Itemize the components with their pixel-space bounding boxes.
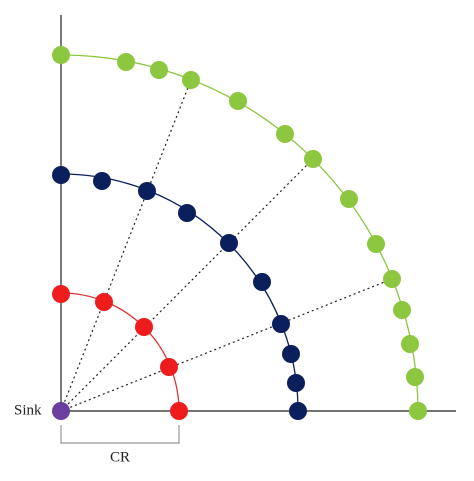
- dotted-rays: [60, 79, 393, 412]
- ray: [60, 158, 314, 412]
- node: [93, 172, 111, 190]
- node: [393, 301, 411, 319]
- node: [52, 46, 70, 64]
- node: [138, 182, 156, 200]
- node: [367, 235, 385, 253]
- node: [253, 273, 271, 291]
- node: [52, 166, 70, 184]
- node: [117, 53, 135, 71]
- node: [178, 204, 196, 222]
- node: [150, 61, 168, 79]
- sink-node: [52, 402, 70, 420]
- node: [272, 315, 290, 333]
- node: [406, 368, 424, 386]
- node: [170, 402, 188, 420]
- node: [409, 402, 427, 420]
- cr-label: CR: [110, 449, 130, 465]
- ray: [60, 278, 393, 412]
- node: [401, 335, 419, 353]
- nodes: [52, 46, 427, 420]
- node: [135, 318, 153, 336]
- node: [287, 374, 305, 392]
- cr-bracket: [60, 425, 180, 444]
- sink-label: Sink: [14, 402, 42, 418]
- node: [52, 285, 70, 303]
- node: [282, 345, 300, 363]
- node: [95, 293, 113, 311]
- bracket: [60, 425, 180, 444]
- node: [220, 234, 238, 252]
- node: [304, 150, 322, 168]
- ray: [60, 79, 192, 412]
- node: [160, 358, 178, 376]
- node: [340, 190, 358, 208]
- node: [289, 402, 307, 420]
- node: [383, 270, 401, 288]
- node: [182, 71, 200, 89]
- node: [276, 125, 294, 143]
- node: [229, 92, 247, 110]
